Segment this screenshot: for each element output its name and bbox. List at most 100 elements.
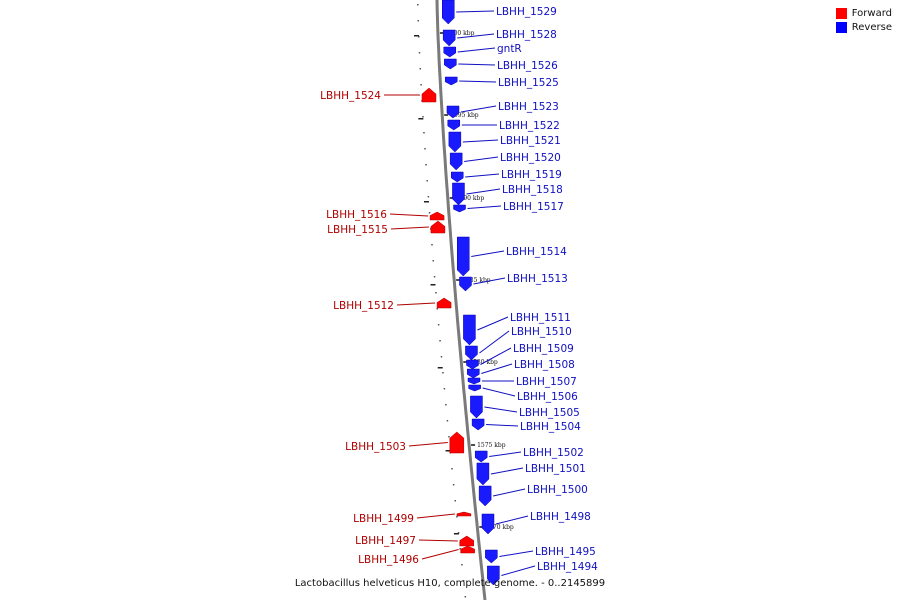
reverse-gene-label: LBHH_1501: [525, 463, 586, 475]
reverse-gene-label: LBHH_1510: [511, 326, 572, 338]
reverse-gene-label: LBHH_1502: [523, 447, 584, 459]
forward-swatch: [835, 8, 847, 19]
tick-mark: [451, 468, 453, 470]
reverse-leader-line: [479, 330, 510, 354]
legend-forward-label: Forward: [851, 8, 892, 19]
tick-mark: [433, 276, 436, 278]
reverse-leader-line: [481, 363, 513, 374]
forward-gene-label: LBHH_1516: [326, 209, 387, 221]
reverse-gene-label: gntR: [497, 43, 522, 55]
tick-mark: [425, 164, 427, 166]
tick-mark: [443, 388, 446, 390]
reverse-gene: [441, 0, 455, 25]
tick-mark: [422, 116, 424, 118]
tick-mark: [418, 52, 421, 54]
tick-mark: [448, 436, 450, 438]
reverse-gene: [485, 549, 498, 564]
reverse-gene-label: LBHH_1505: [519, 407, 580, 419]
reverse-swatch: [835, 22, 847, 33]
forward-leader-line: [416, 513, 456, 519]
forward-leader-line: [389, 213, 429, 217]
legend: Forward Reverse: [835, 8, 892, 36]
genome-backbone-arc: [435, 0, 487, 600]
reverse-gene: [466, 359, 479, 370]
tick-mark: [426, 180, 428, 182]
reverse-gene-label: LBHH_1517: [503, 201, 564, 213]
reverse-gene-label: LBHH_1494: [537, 561, 598, 573]
reverse-gene: [463, 314, 476, 346]
tick-mark: [461, 564, 463, 566]
reverse-gene: [444, 76, 458, 86]
reverse-leader-line: [493, 488, 526, 497]
reverse-gene-label: LBHH_1513: [507, 273, 568, 285]
gene-features: [421, 0, 500, 586]
reverse-gene-label: LBHH_1528: [496, 29, 557, 41]
forward-gene-label: LBHH_1515: [327, 224, 388, 236]
tick-mark: [456, 516, 458, 518]
reverse-gene: [481, 513, 495, 535]
reverse-gene-label: LBHH_1518: [502, 184, 563, 196]
reverse-gene-label: LBHH_1500: [527, 484, 588, 496]
reverse-gene-label: LBHH_1508: [514, 359, 575, 371]
tick-mark: [418, 36, 420, 38]
tick-mark: [446, 420, 449, 422]
forward-gene-label: LBHH_1503: [345, 441, 406, 453]
reverse-leader-line: [484, 406, 518, 413]
reverse-leader-line: [465, 173, 500, 178]
reverse-gene-label: LBHH_1509: [513, 343, 574, 355]
forward-gene-label: LBHH_1497: [355, 535, 416, 547]
reverse-gene-label: LBHH_1523: [498, 101, 559, 113]
tick-mark: [431, 244, 433, 246]
reverse-leader-line: [473, 277, 506, 285]
tick-mark: [440, 356, 443, 358]
reverse-leader-line: [501, 565, 536, 576]
forward-leader-line: [396, 302, 436, 306]
legend-reverse-label: Reverse: [851, 22, 892, 33]
reverse-gene: [443, 46, 457, 58]
reverse-gene: [456, 236, 470, 277]
reverse-gene: [442, 29, 456, 47]
reverse-gene: [476, 462, 490, 486]
tick-mark: [462, 580, 465, 582]
major-tick: [418, 118, 424, 120]
reverse-leader-line: [482, 387, 516, 397]
major-tick: [430, 284, 436, 286]
tick-mark: [459, 548, 461, 550]
reverse-leader-line: [480, 347, 512, 365]
scale-label: 1595 kbp: [450, 112, 479, 119]
tick-mark: [417, 4, 419, 6]
reverse-leader-line: [489, 451, 522, 457]
reverse-leader-line: [471, 250, 505, 257]
gene-labels: LBHH_1529 LBHH_1528 gntR LBHH_1526 LBHH_1525…: [320, 6, 598, 576]
forward-leader-line: [421, 549, 459, 560]
reverse-leader-line: [467, 205, 502, 209]
reverse-gene-label: LBHH_1526: [497, 60, 558, 72]
reverse-gene: [448, 131, 462, 153]
forward-gene: [460, 545, 475, 554]
reverse-leader-line: [499, 550, 534, 557]
reverse-leader-line: [486, 424, 519, 427]
major-tick: [453, 533, 459, 535]
reverse-gene-label: LBHH_1514: [506, 246, 567, 258]
legend-reverse: Reverse: [835, 22, 892, 33]
tick-mark: [454, 500, 457, 502]
scale-label: 1600 kbp: [446, 30, 475, 37]
forward-leader-line: [390, 226, 429, 230]
tick-mark: [427, 196, 430, 198]
forward-gene: [449, 431, 465, 454]
tick-mark: [457, 532, 460, 534]
tick-mark: [420, 84, 422, 86]
tick-marks: [414, 4, 467, 598]
reverse-gene: [444, 58, 457, 70]
reverse-gene: [468, 384, 481, 392]
forward-gene: [459, 535, 474, 547]
reverse-leader-line: [490, 467, 524, 475]
scale-label: 1570 kbp: [485, 524, 514, 531]
tick-mark: [439, 340, 441, 342]
tick-mark: [423, 132, 425, 134]
reverse-leader-line: [495, 515, 529, 525]
reverse-gene-label: LBHH_1498: [530, 511, 591, 523]
tick-mark: [432, 260, 435, 262]
reverse-gene: [452, 182, 465, 206]
figure-caption: Lactobacillus helveticus H10, complete g…: [294, 578, 606, 589]
